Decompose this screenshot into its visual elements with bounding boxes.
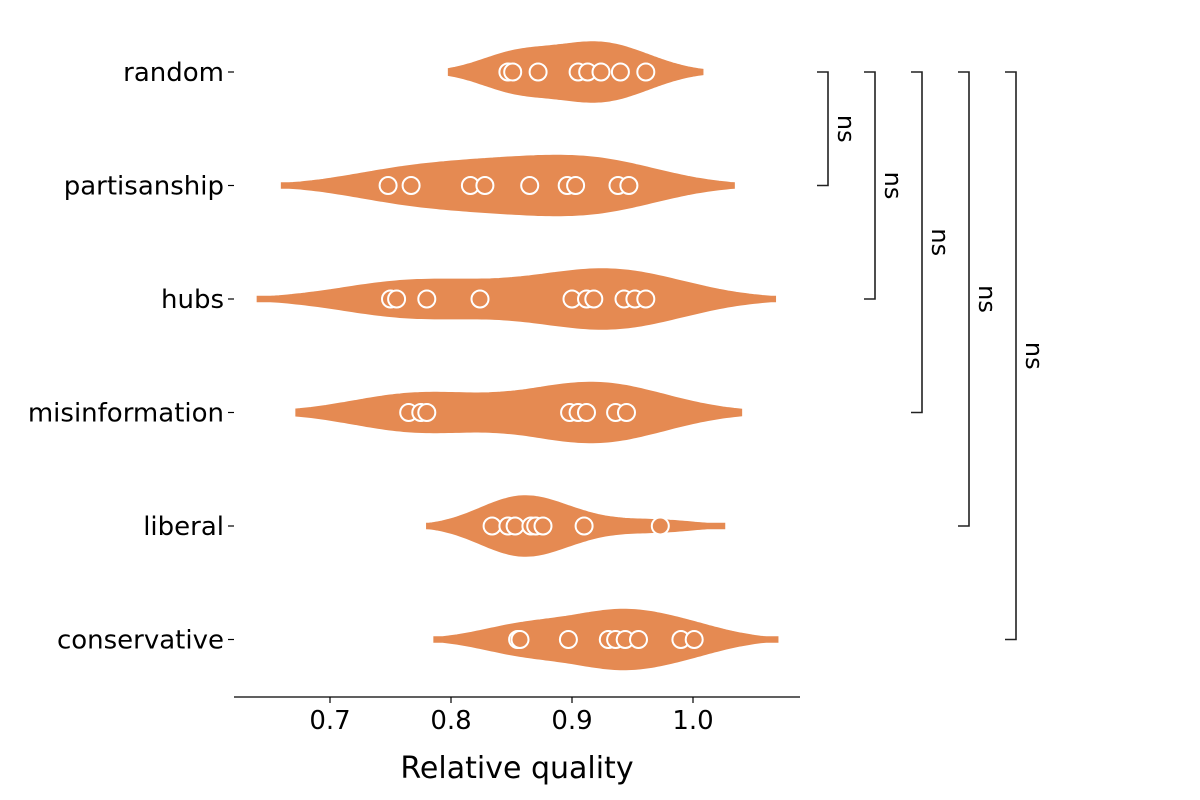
data-point-misinformation: [577, 403, 596, 422]
data-point-partisanship: [401, 176, 421, 195]
violin-partisanship: [280, 154, 735, 217]
data-point-conservative: [510, 630, 530, 649]
violin-layer: [256, 41, 779, 671]
data-point-liberal: [482, 516, 502, 536]
x-tick-label: 0.8: [430, 706, 471, 736]
y-tick-label-conservative: conservative: [57, 626, 224, 656]
y-tick-label-hubs: hubs: [161, 285, 224, 315]
data-point-liberal: [505, 516, 525, 536]
data-point-conservative: [558, 630, 578, 649]
y-axis: random partisanship hubs misinformation libe…: [28, 58, 234, 656]
data-point-partisanship: [566, 176, 586, 195]
bracket-random-liberal: [958, 71, 970, 527]
data-point-conservative: [629, 630, 648, 649]
data-point-hubs: [387, 289, 407, 309]
y-tick-label-random: random: [123, 58, 224, 88]
data-point-partisanship: [378, 176, 398, 195]
x-axis: 0.7 0.8 0.9 1.0: [234, 696, 800, 736]
bracket-label-random-liberal: ns: [973, 285, 1001, 313]
bracket-label-random-misinformation: ns: [926, 228, 954, 256]
data-point-liberal: [533, 516, 553, 536]
data-point-hubs: [636, 289, 656, 309]
violin-hubs: [256, 268, 777, 330]
points-layer: [378, 62, 704, 649]
data-point-hubs: [584, 289, 604, 309]
data-point-partisanship: [619, 176, 639, 195]
x-axis-title: Relative quality: [400, 751, 633, 786]
bracket-label-random-conservative: ns: [1020, 342, 1048, 370]
y-tick-label-misinformation: misinformation: [28, 399, 224, 429]
violin-misinformation: [295, 381, 743, 444]
data-point-partisanship: [520, 176, 540, 195]
data-point-hubs: [417, 289, 437, 309]
data-point-random: [636, 62, 656, 82]
x-tick-label: 0.7: [309, 706, 350, 736]
data-point-random: [528, 62, 548, 82]
y-tick-label-partisanship: partisanship: [64, 172, 224, 202]
data-point-liberal: [574, 516, 594, 536]
data-point-random: [591, 62, 611, 82]
data-point-random: [503, 62, 523, 82]
data-point-misinformation: [617, 403, 636, 422]
data-point-misinformation: [417, 403, 437, 422]
data-point-hubs: [470, 289, 490, 309]
y-tick-label-liberal: liberal: [143, 512, 224, 542]
data-point-conservative: [684, 630, 704, 649]
bracket-random-misinformation: [911, 71, 923, 414]
data-point-partisanship: [475, 176, 495, 195]
bracket-random-conservative: [1005, 71, 1017, 641]
x-tick-label: 0.9: [551, 706, 592, 736]
bracket-label-random-partisanship: ns: [832, 115, 860, 143]
x-tick-label: 1.0: [672, 706, 713, 736]
bracket-random-hubs: [864, 71, 876, 300]
data-point-random: [610, 62, 630, 82]
data-point-liberal: [650, 516, 670, 536]
bracket-label-random-hubs: ns: [879, 172, 907, 200]
bracket-random-partisanship: [817, 71, 829, 187]
